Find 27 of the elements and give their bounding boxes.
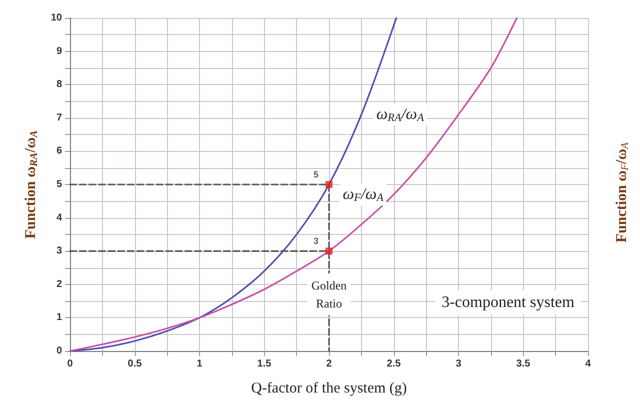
y-tick-label: 1 <box>56 312 62 324</box>
data-label: 3 <box>313 236 318 246</box>
y2-axis-title: Function ωF/ωA <box>614 142 631 243</box>
y-tick-label: 0 <box>56 346 62 356</box>
y-tick-label: 3 <box>56 246 62 257</box>
x-tick-label: 4 <box>585 358 592 370</box>
y-tick-label: 8 <box>56 79 62 90</box>
x-tick-label: 0 <box>67 358 74 370</box>
y-tick-label: 9 <box>56 46 62 57</box>
y-tick-label: 5 <box>56 179 62 190</box>
data-label: 5 <box>313 170 318 180</box>
annotation: Golden Ratio <box>311 278 347 310</box>
x-tick-label: 2 <box>326 358 332 370</box>
y-tick-label: 4 <box>56 212 62 224</box>
x-tick-label: 1.5 <box>257 358 272 370</box>
x-axis-title: Q-factor of the system (g) <box>251 380 407 396</box>
x-tick-label: 3 <box>456 358 462 370</box>
annotation: 3-component system <box>442 294 575 311</box>
x-tick-label: 0.5 <box>128 358 142 370</box>
y-axis-title: Function ωRA/ωA <box>23 130 40 239</box>
x-tick-label: 1 <box>196 358 203 370</box>
x-tick-label: 2.5 <box>386 358 402 370</box>
y-tick-label: 10 <box>50 12 62 24</box>
y-tick-label: 2 <box>56 278 62 290</box>
y-tick-label: 7 <box>56 112 62 124</box>
y-tick-label: 6 <box>56 146 62 157</box>
x-tick-label: 3.5 <box>516 358 531 370</box>
